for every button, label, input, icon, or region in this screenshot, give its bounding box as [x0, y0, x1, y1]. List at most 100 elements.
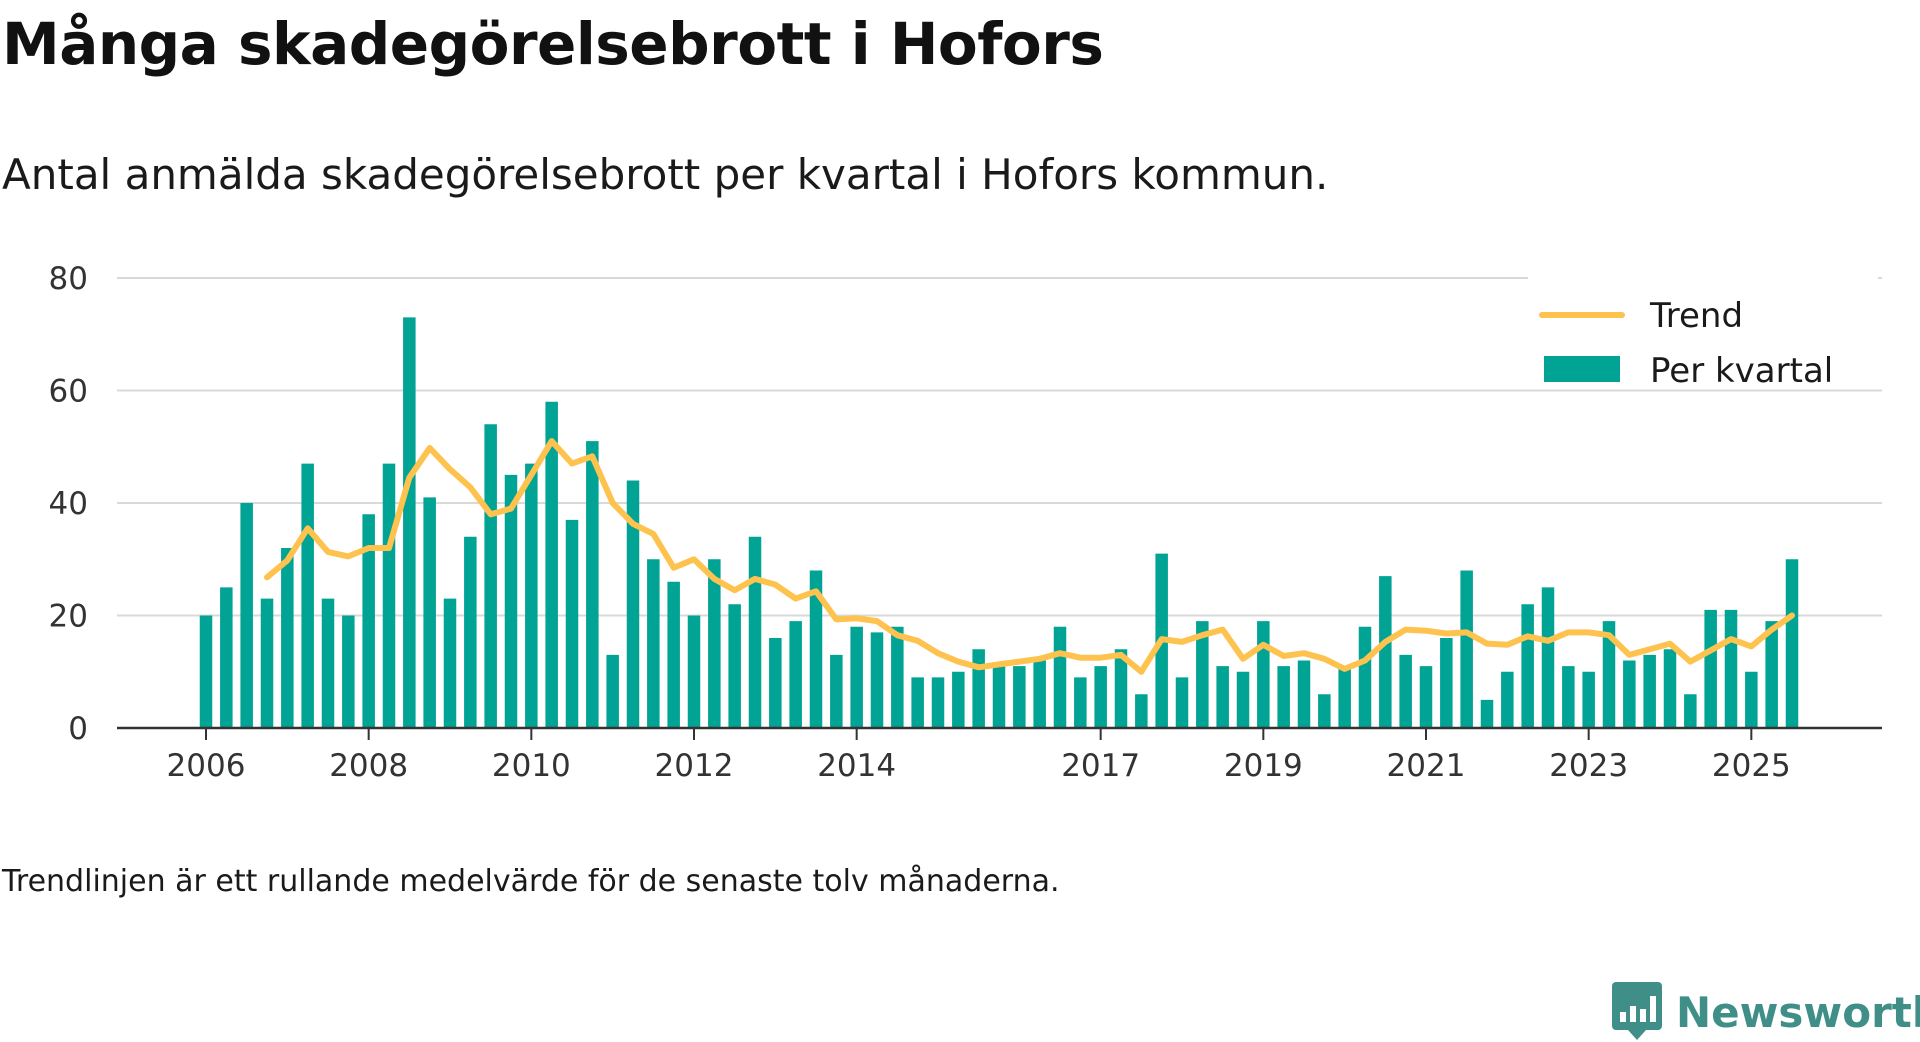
y-tick-label: 20 [49, 599, 88, 635]
bar [1480, 699, 1494, 728]
bar [1297, 660, 1311, 728]
bar [1318, 694, 1331, 728]
x-tick-label: 2012 [655, 748, 734, 784]
bar [667, 581, 680, 728]
bar [1460, 570, 1473, 728]
x-tick-label: 2017 [1061, 748, 1140, 784]
bar [443, 598, 457, 728]
bar [1033, 660, 1046, 728]
bar [972, 649, 985, 728]
newsworthy-bar-icon [1612, 982, 1662, 1040]
bar [748, 536, 762, 728]
bar [606, 654, 619, 728]
bar [1257, 621, 1270, 728]
bar [362, 514, 375, 728]
bar [1399, 654, 1412, 728]
chart-subtitle: Antal anmälda skadegörelsebrott per kvar… [2, 150, 1329, 199]
x-tick-label: 2008 [329, 748, 408, 784]
logo-text: Newsworthy [1676, 987, 1920, 1037]
bar [769, 638, 782, 728]
bar [789, 621, 802, 728]
bar [1643, 654, 1656, 728]
bar [1114, 649, 1128, 728]
legend-bar-swatch [1544, 356, 1620, 382]
bar [1216, 666, 1229, 728]
bar [464, 536, 477, 728]
chart-title: Många skadegörelsebrott i Hofors [2, 10, 1104, 78]
bar [992, 666, 1006, 728]
bar [911, 677, 924, 728]
bar [728, 604, 741, 728]
bar [1379, 576, 1392, 728]
bar [281, 548, 294, 728]
bar [525, 463, 538, 728]
bar [931, 677, 945, 728]
legend-trend-label: Trend [1649, 296, 1743, 336]
bar [891, 626, 904, 728]
bar [1663, 649, 1677, 728]
bar [1440, 638, 1453, 728]
bar [1013, 666, 1026, 728]
bar [1135, 694, 1148, 728]
bar [830, 654, 843, 728]
x-tick-label: 2006 [167, 748, 246, 784]
bar [1745, 671, 1758, 728]
bar [647, 559, 660, 728]
bar [1358, 626, 1372, 728]
x-tick-label: 2025 [1712, 748, 1791, 784]
bar [1602, 621, 1616, 728]
bar [1521, 604, 1534, 728]
bar [1094, 666, 1107, 728]
bar [1236, 671, 1250, 728]
bar [199, 615, 213, 728]
bar [1623, 660, 1636, 728]
bar [1684, 694, 1697, 728]
bar [1338, 666, 1351, 728]
bar [301, 463, 314, 728]
legend: Trend Per kvartal [1528, 240, 1878, 391]
bar [1724, 609, 1738, 728]
bar [1277, 666, 1290, 728]
bar [626, 480, 640, 728]
bar [1785, 559, 1799, 728]
bar [952, 671, 965, 728]
y-tick-label: 40 [49, 486, 88, 522]
bar [342, 615, 355, 728]
trend-line [264, 438, 1795, 675]
bar [870, 632, 884, 728]
bar-chart: 0 20 40 60 80 2006 2008 2010 2012 2014 2017 2019 202… [49, 240, 1882, 784]
bar [1541, 587, 1555, 728]
bar [423, 497, 436, 728]
bar [321, 598, 335, 728]
bar [850, 626, 863, 728]
x-tick-label: 2010 [492, 748, 571, 784]
bar [708, 559, 721, 728]
x-tick-label: 2023 [1549, 748, 1628, 784]
axes: 0 20 40 60 80 2006 2008 2010 2012 2014 2017 2019 202… [49, 261, 1882, 784]
bar [1196, 621, 1209, 728]
bar [382, 463, 396, 728]
bar [403, 317, 416, 728]
bar [1053, 626, 1067, 728]
bar [1562, 666, 1575, 728]
bar [1704, 609, 1717, 728]
bar [1765, 621, 1778, 728]
legend-bar-label: Per kvartal [1650, 351, 1833, 391]
bar [1074, 677, 1087, 728]
bar [1175, 677, 1189, 728]
bar [220, 587, 233, 728]
bar [484, 424, 497, 728]
bar [1582, 671, 1595, 728]
footnote: Trendlinjen är ett rullande medelvärde f… [2, 864, 1060, 899]
bar [586, 441, 599, 728]
bar [565, 519, 579, 728]
newsworthy-logo[interactable]: Newsworthy [1612, 982, 1920, 1042]
trend-series [264, 438, 1795, 675]
x-tick-label: 2021 [1387, 748, 1466, 784]
y-tick-label: 60 [49, 374, 88, 410]
x-tick-label: 2014 [817, 748, 896, 784]
x-tick-label: 2019 [1224, 748, 1303, 784]
y-tick-label: 0 [68, 711, 88, 747]
bar [1501, 671, 1514, 728]
bar [1419, 666, 1433, 728]
